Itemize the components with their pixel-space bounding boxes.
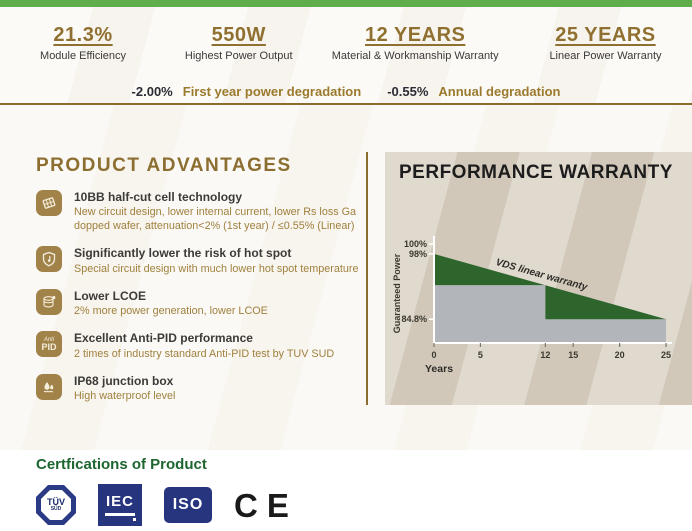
warranty-chart-svg: 100%98% 84.8% 0 5 12 15 20 25 Guaranteed Power Ye… — [392, 236, 672, 375]
anti-pid-icon-text-bottom: PID — [41, 341, 57, 352]
degradation-row: -2.00% First year power degradation -0.5… — [0, 84, 692, 99]
stat-label: Material & Workmanship Warranty — [331, 50, 499, 62]
advantage-title: Excellent Anti-PID performance — [74, 331, 253, 346]
certifications-heading: Certfications of Product — [36, 456, 207, 473]
advantage-text: IP68 junction box High waterproof level — [74, 374, 372, 403]
gold-divider — [0, 103, 692, 105]
svg-text:0: 0 — [431, 350, 436, 360]
advantage-text: Lower LCOE 2% more power generation, low… — [74, 289, 372, 318]
product-advantages-heading: PRODUCT ADVANTAGES — [36, 155, 292, 176]
degradation-value: -0.55% — [387, 84, 429, 99]
iec-logo: IEC — [98, 484, 142, 526]
svg-text:5: 5 — [478, 350, 483, 360]
iso-logo-text: ISO — [172, 496, 204, 513]
svg-text:12: 12 — [540, 350, 550, 360]
advantage-text: Significantly lower the risk of hot spot… — [74, 246, 372, 275]
stat-module-efficiency: 21.3% Module Efficiency — [0, 24, 166, 62]
advantage-description: New circuit design, lower internal curre… — [74, 206, 357, 233]
svg-text:84.8%: 84.8% — [401, 314, 427, 324]
annual-degradation: -0.55% Annual degradation — [387, 84, 560, 99]
advantage-title: IP68 junction box — [74, 373, 174, 388]
stat-value: 550W — [211, 24, 266, 46]
advantage-item-hot-spot: Significantly lower the risk of hot spot… — [36, 246, 372, 275]
stat-value: 25 YEARS — [555, 24, 656, 46]
degradation-label: Annual degradation — [438, 84, 561, 99]
advantage-description: 2 times of industry standard Anti-PID te… — [74, 347, 335, 360]
tuv-logo-subtext: SÜD — [50, 506, 62, 512]
advantage-item-lcoe: Lower LCOE 2% more power generation, low… — [36, 288, 372, 318]
product-advantages-section: PRODUCT ADVANTAGES 10BB half-cut cell te… — [36, 155, 372, 403]
first-year-degradation: -2.00% First year power degradation — [132, 84, 362, 99]
svg-text:Years: Years — [425, 363, 453, 375]
svg-text:25: 25 — [661, 350, 671, 360]
advantage-title: Significantly lower the risk of hot spot — [74, 246, 292, 261]
stat-label: Module Efficiency — [40, 50, 127, 62]
svg-text:100%: 100% — [404, 239, 427, 249]
svg-text:98%: 98% — [409, 249, 427, 259]
degradation-value: -2.00% — [131, 84, 173, 99]
performance-warranty-panel: PERFORMANCE WARRANTY 100% 98% 84.8% 0 5 12 15 2… — [385, 152, 692, 405]
shield-thermometer-icon — [36, 246, 62, 273]
advantage-title: Lower LCOE — [74, 288, 147, 303]
iec-logo-dot — [133, 518, 136, 521]
panel-gold-accent-line — [366, 152, 368, 405]
stats-band: 21.3% Module Efficiency 550W Highest Pow… — [0, 7, 692, 105]
top-accent-bar — [0, 0, 692, 7]
stat-value: 21.3% — [53, 24, 113, 46]
certification-logos-row: TÜV SÜD IEC ISO CE — [36, 484, 298, 526]
stat-label: Highest Power Output — [184, 50, 293, 62]
advantage-item-junction-box: IP68 junction box High waterproof level — [36, 373, 372, 403]
ce-mark-logo: CE — [234, 486, 298, 524]
svg-text:15: 15 — [568, 350, 578, 360]
advantage-item-anti-pid: Anti PID Excellent Anti-PID performance … — [36, 331, 372, 360]
advantage-text: Excellent Anti-PID performance 2 times o… — [74, 331, 372, 360]
advantage-description: Special circuit design with much lower h… — [74, 262, 359, 275]
stats-row: 21.3% Module Efficiency 550W Highest Pow… — [0, 24, 692, 62]
stat-linear-warranty: 25 YEARS Linear Power Warranty — [519, 24, 692, 62]
anti-pid-icon-text-top: Anti — [43, 336, 55, 343]
stat-value: 12 YEARS — [365, 24, 466, 46]
svg-text:20: 20 — [615, 350, 625, 360]
advantage-item-half-cut-cell: 10BB half-cut cell technology New circui… — [36, 190, 372, 233]
water-drop-icon — [36, 373, 62, 400]
advantage-text: 10BB half-cut cell technology New circui… — [74, 190, 372, 233]
iec-logo-underline — [105, 513, 135, 516]
performance-warranty-title: PERFORMANCE WARRANTY — [399, 162, 673, 183]
stat-power-output: 550W Highest Power Output — [166, 24, 311, 62]
anti-pid-icon: Anti PID — [36, 331, 62, 358]
iec-logo-text: IEC — [105, 493, 134, 510]
advantage-title: 10BB half-cut cell technology — [74, 190, 243, 204]
degradation-label: First year power degradation — [182, 84, 362, 99]
svg-text:Guaranteed Power: Guaranteed Power — [392, 253, 402, 333]
tuv-sud-logo: TÜV SÜD — [36, 485, 76, 525]
advantage-description: High waterproof level — [74, 390, 176, 403]
tuv-logo-text: TÜV — [47, 497, 65, 507]
iso-logo: ISO — [164, 487, 212, 523]
tuv-logo-inner: TÜV SÜD — [41, 490, 71, 520]
stat-label: Linear Power Warranty — [549, 50, 662, 62]
advantage-description: 2% more power generation, lower LCOE — [74, 305, 268, 318]
certifications-section: Certfications of Product TÜV SÜD IEC ISO… — [36, 456, 298, 526]
stat-workmanship-warranty: 12 YEARS Material & Workmanship Warranty — [311, 24, 519, 62]
coins-icon — [36, 288, 62, 315]
solar-cell-icon — [36, 190, 62, 216]
